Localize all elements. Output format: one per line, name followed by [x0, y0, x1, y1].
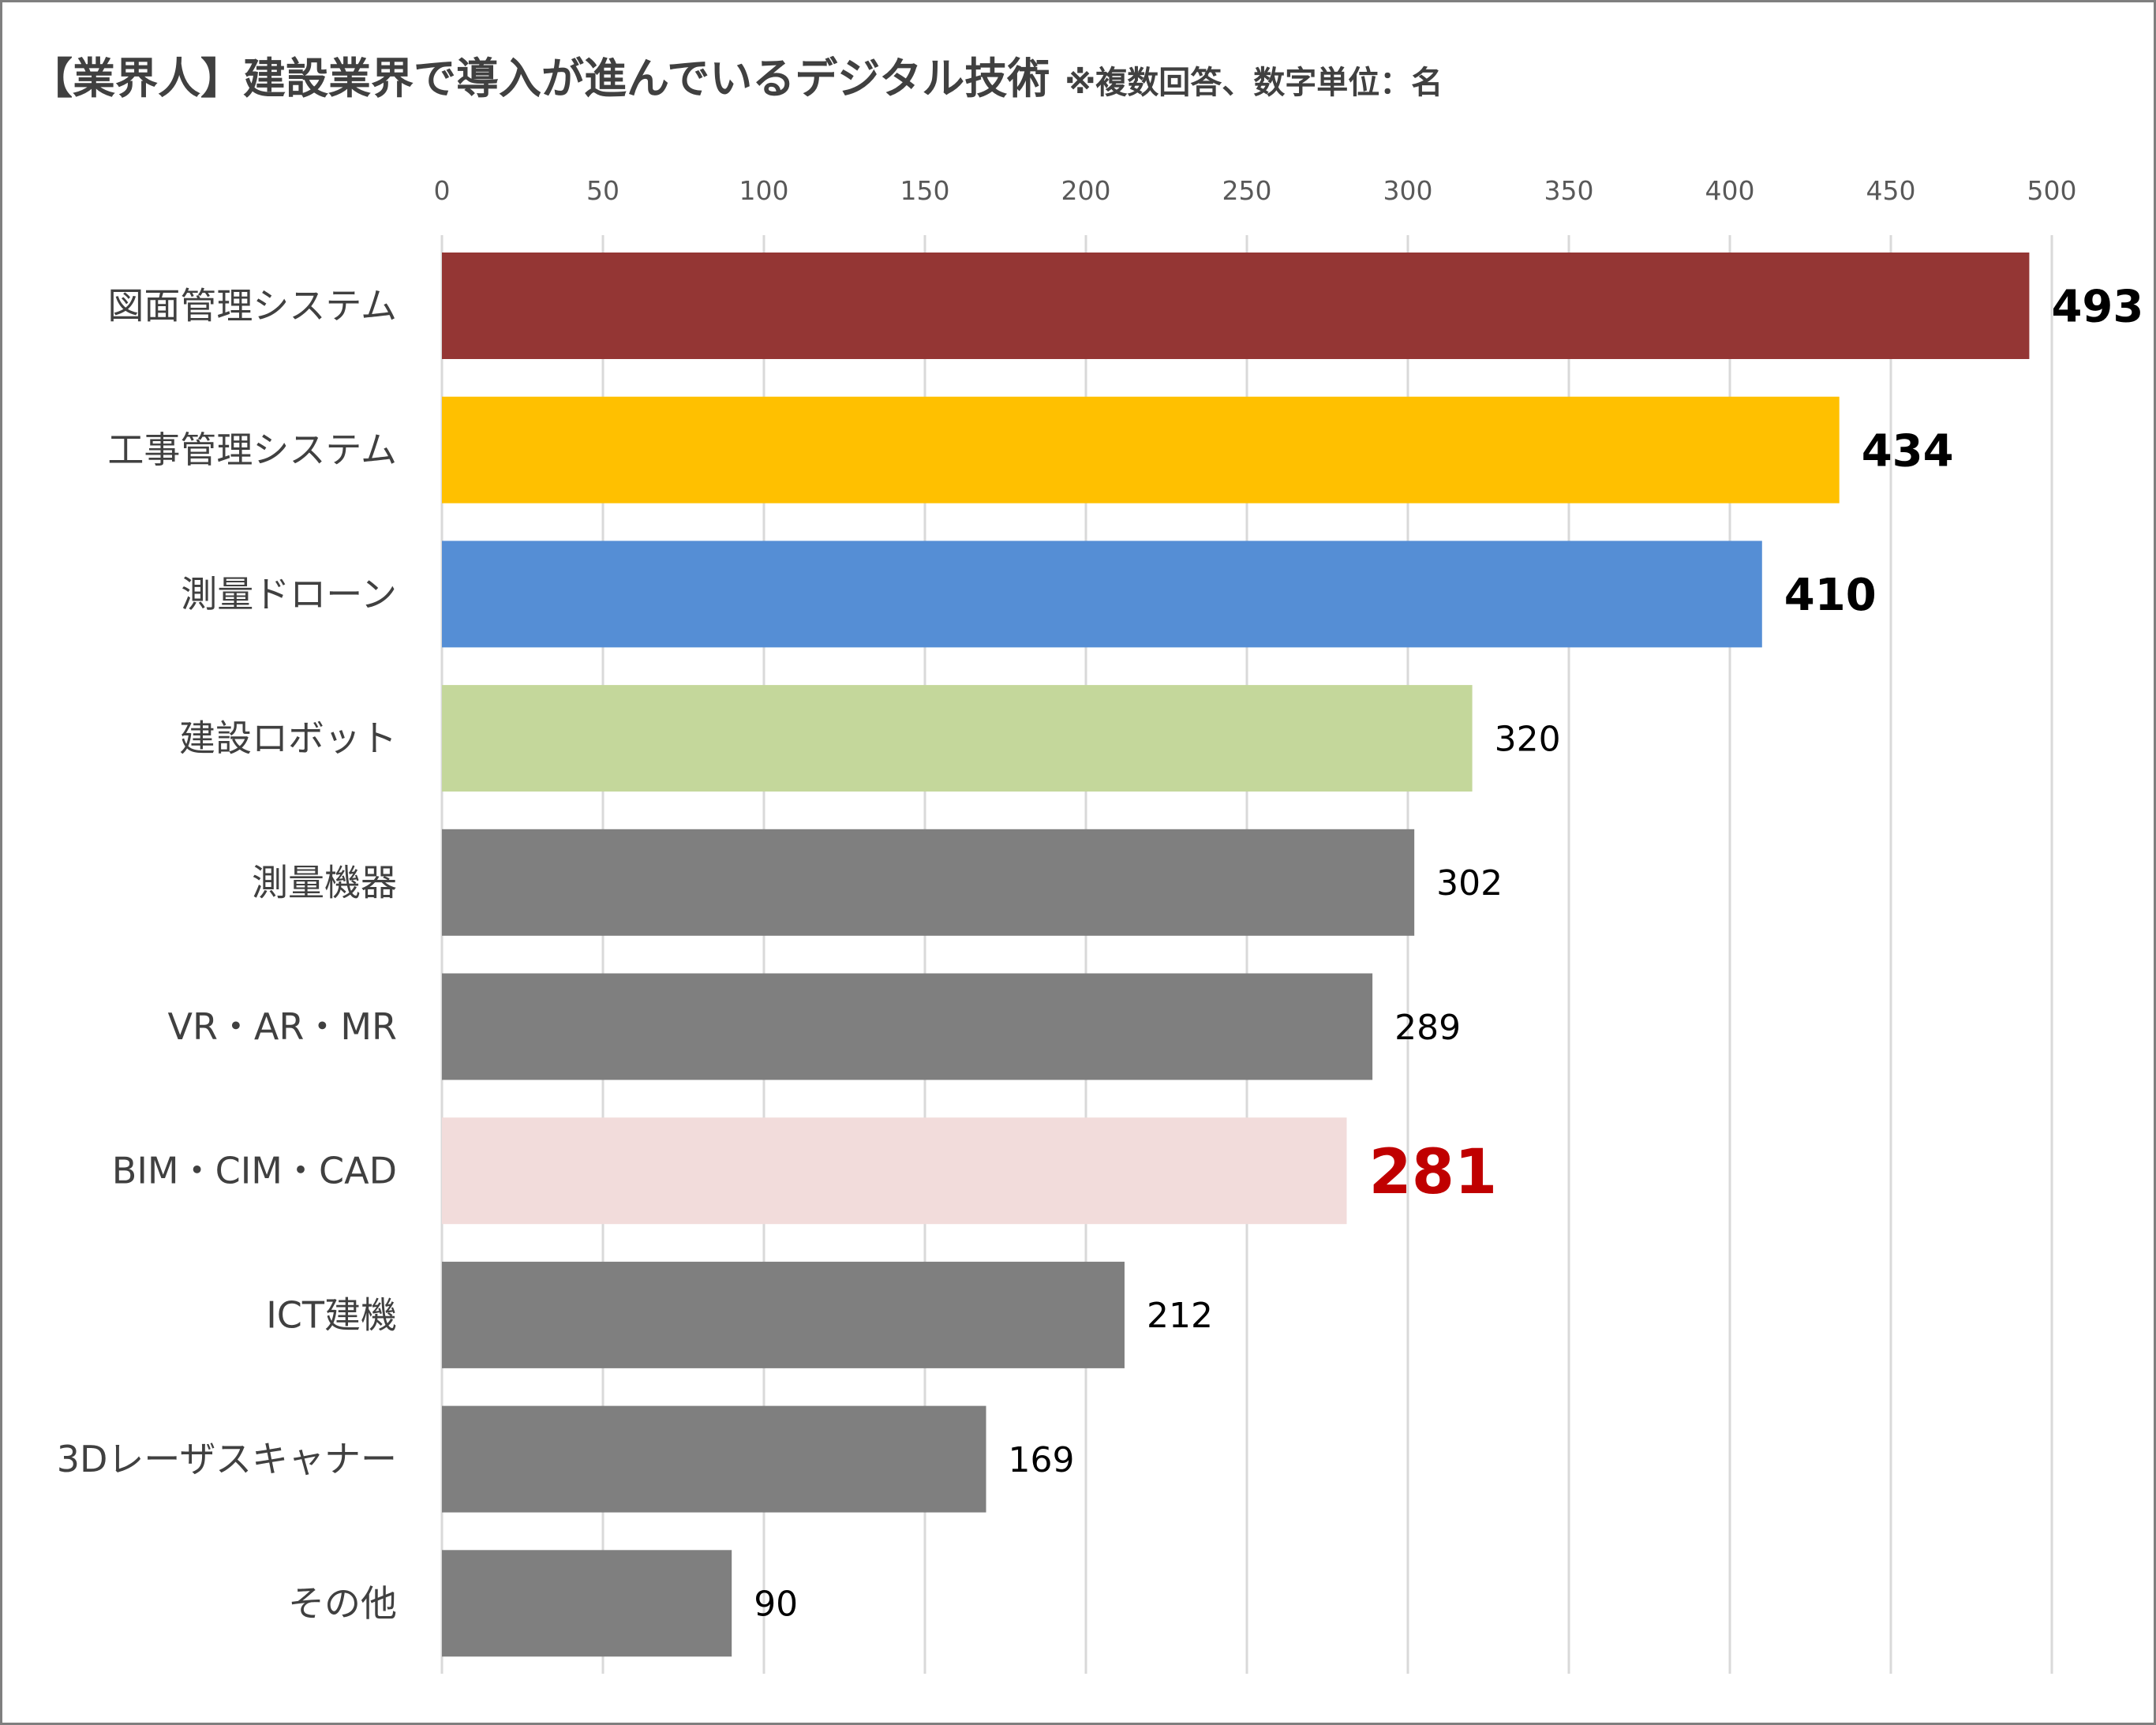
value-label-4: 320 — [1495, 719, 1561, 759]
value-label-7: 281 — [1368, 1137, 1497, 1208]
chart-subtitle: ※複数回答、数字単位：名 — [1065, 65, 1443, 101]
x-tick-label-250: 250 — [1222, 175, 1272, 206]
x-tick-label-150: 150 — [900, 175, 950, 206]
x-tick-label-400: 400 — [1705, 175, 1755, 206]
chart-title: 【業界人】建設業界で導入が進んでいるデジタル技術 ※複数回答、数字単位：名 — [30, 54, 1443, 103]
bar-8 — [442, 1261, 1125, 1368]
x-tick-label-450: 450 — [1866, 175, 1916, 206]
value-label-1: 493 — [2051, 282, 2143, 333]
x-tick-label-350: 350 — [1544, 175, 1594, 206]
x-tick-label-500: 500 — [2027, 175, 2077, 206]
bar-3 — [442, 541, 1762, 648]
category-label-4: 建設ロボット — [179, 717, 397, 760]
bar-2 — [442, 396, 1840, 503]
bar-9 — [442, 1405, 986, 1513]
category-label-2: 工事管理システム — [107, 428, 397, 471]
bar-6 — [442, 973, 1373, 1080]
value-label-8: 212 — [1147, 1296, 1213, 1336]
bars — [442, 253, 2030, 1657]
x-tick-label-50: 50 — [586, 175, 619, 206]
chart-title-main: 【業界人】建設業界で導入が進んでいるデジタル技術 — [30, 54, 1050, 103]
value-label-3: 410 — [1784, 570, 1877, 621]
value-label-2: 434 — [1862, 425, 1954, 477]
value-label-6: 289 — [1394, 1008, 1461, 1048]
x-axis-tick-labels: 0 50 100 150 200 250 300 350 400 450 500 — [434, 175, 2077, 206]
category-label-6: VR・AR・MR — [167, 1005, 397, 1048]
value-labels: 493 434 410 320 302 289 281 212 169 90 — [754, 282, 2143, 1625]
category-label-9: 3Dレーザスキャナー — [57, 1438, 397, 1480]
category-label-1: 図面管理システム — [107, 285, 397, 327]
category-label-8: ICT建機 — [266, 1293, 397, 1336]
bar-10 — [442, 1550, 732, 1657]
category-label-10: その他 — [288, 1582, 397, 1625]
bar-7 — [442, 1117, 1347, 1225]
category-label-3: 測量ドローン — [181, 573, 397, 616]
category-label-7: BIM・CIM・CAD — [112, 1150, 397, 1192]
category-label-5: 測量機器 — [252, 861, 397, 904]
x-tick-label-0: 0 — [434, 175, 451, 206]
bar-1 — [442, 253, 2030, 359]
x-tick-label-200: 200 — [1061, 175, 1111, 206]
value-label-5: 302 — [1436, 863, 1503, 904]
bar-5 — [442, 829, 1415, 936]
x-tick-label-300: 300 — [1383, 175, 1433, 206]
x-tick-label-100: 100 — [739, 175, 789, 206]
bar-4 — [442, 685, 1473, 792]
value-label-10: 90 — [754, 1585, 798, 1625]
value-label-9: 169 — [1009, 1440, 1075, 1480]
